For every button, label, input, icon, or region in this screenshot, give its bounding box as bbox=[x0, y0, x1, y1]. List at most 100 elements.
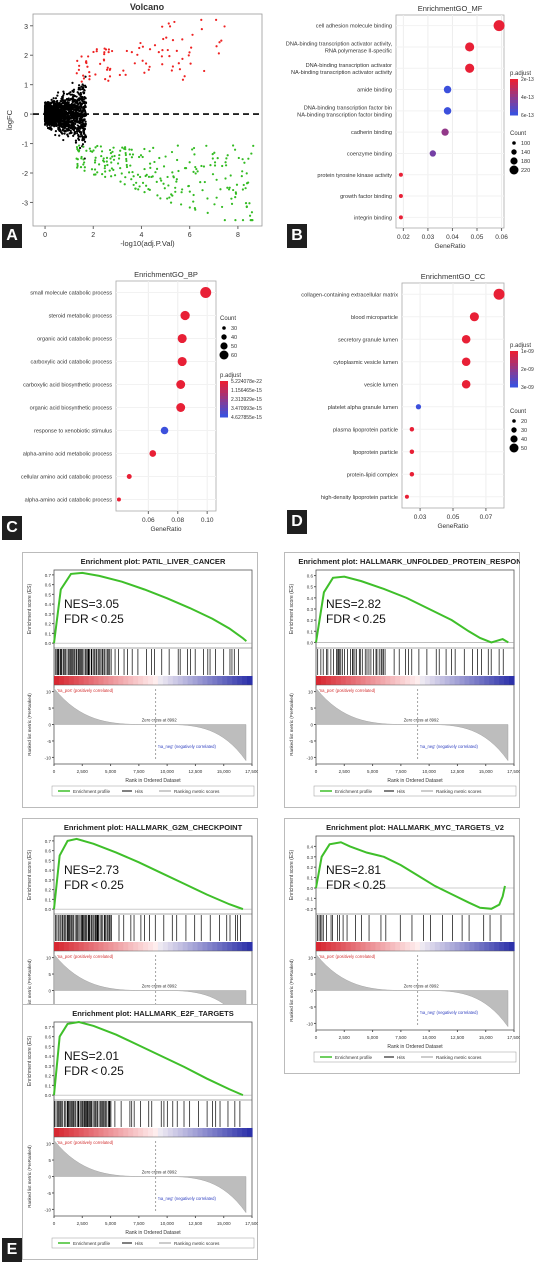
point-not-significant bbox=[48, 105, 51, 108]
rank-color-segment bbox=[153, 1128, 159, 1137]
rank-color-segment bbox=[98, 942, 105, 951]
go-bp-chart: EnrichmentGO_BP 0.06 0.08 0.10 GeneRatio smal… bbox=[21, 270, 262, 533]
point-down bbox=[244, 202, 248, 205]
point-not-significant bbox=[69, 126, 73, 129]
x-axis-label: Rank in Ordered Dataset bbox=[387, 778, 443, 784]
rank-color-segment bbox=[128, 942, 134, 951]
point-up bbox=[76, 59, 79, 62]
y-tick-label: 3 bbox=[24, 24, 28, 31]
negative-label: 'na_neg' (negatively correlated) bbox=[420, 744, 479, 749]
point-not-significant bbox=[81, 127, 84, 130]
x-tick-label: 7,500 bbox=[133, 769, 145, 774]
es-tick-label: 0.1 bbox=[307, 876, 314, 881]
enrichment-profile-line bbox=[53, 1020, 244, 1097]
point-up bbox=[167, 22, 170, 25]
point-down bbox=[237, 156, 240, 160]
rank-color-segment bbox=[247, 1128, 253, 1137]
point-not-significant bbox=[77, 108, 80, 112]
metric-tick-label: 5 bbox=[48, 1158, 51, 1163]
rank-color-segment bbox=[73, 676, 80, 685]
point-down bbox=[137, 155, 141, 159]
rank-color-segment bbox=[118, 676, 124, 685]
x-tick-label: 10,000 bbox=[160, 769, 174, 774]
go-cc-chart: EnrichmentGO_CC 0.03 0.05 0.07 GeneRatio coll… bbox=[301, 272, 534, 530]
point-up bbox=[187, 54, 190, 57]
point-not-significant bbox=[62, 116, 65, 119]
rank-color-segment bbox=[335, 942, 342, 951]
color-legend-bar bbox=[510, 354, 518, 358]
point-down bbox=[83, 166, 86, 169]
rank-color-segment bbox=[93, 676, 100, 685]
rank-color-segment bbox=[474, 676, 480, 685]
positive-label: 'na_pos' (positively correlated) bbox=[319, 954, 376, 959]
rank-color-segment bbox=[63, 942, 70, 951]
point-not-significant bbox=[71, 104, 74, 107]
x-tick-label: 6 bbox=[188, 232, 192, 239]
rank-color-segment bbox=[212, 1128, 218, 1137]
rank-color-segment bbox=[153, 676, 159, 685]
point-up bbox=[88, 75, 91, 78]
size-legend-dot bbox=[509, 443, 519, 453]
point-down bbox=[192, 193, 195, 197]
point-down bbox=[99, 145, 102, 148]
point-not-significant bbox=[69, 91, 72, 94]
rank-color-segment bbox=[58, 1128, 65, 1137]
es-tick-label: 0.5 bbox=[45, 592, 52, 597]
point-down bbox=[159, 197, 162, 200]
point-down bbox=[121, 146, 124, 149]
point-down bbox=[103, 167, 106, 170]
term-label: lipoprotein particle bbox=[353, 450, 398, 456]
color-legend-bar bbox=[510, 103, 518, 107]
point-not-significant bbox=[69, 129, 72, 133]
point-down bbox=[110, 161, 113, 164]
rank-color-segment bbox=[197, 1128, 204, 1137]
rank-color-segment bbox=[509, 942, 515, 951]
color-legend-label: 1.156465e-15 bbox=[231, 388, 262, 394]
point-down bbox=[82, 145, 85, 148]
rank-color-segment bbox=[232, 942, 238, 951]
es-tick-label: 0.1 bbox=[307, 629, 314, 634]
point-down bbox=[131, 153, 135, 156]
size-legend-dot bbox=[510, 157, 518, 165]
rank-color-segment bbox=[167, 676, 174, 685]
rank-color-segment bbox=[68, 942, 75, 951]
point-down bbox=[111, 155, 114, 158]
point-down bbox=[234, 196, 237, 199]
point-down bbox=[170, 193, 173, 196]
rank-color-segment bbox=[162, 676, 169, 685]
rank-color-segment bbox=[177, 942, 184, 951]
point-down bbox=[113, 154, 116, 158]
point-down bbox=[110, 175, 113, 178]
point-down bbox=[206, 211, 209, 214]
color-legend-label: 3.470993e-15 bbox=[231, 406, 262, 412]
point-down bbox=[241, 170, 244, 173]
plot-frame bbox=[115, 280, 217, 512]
point-up bbox=[170, 69, 173, 72]
point-up bbox=[177, 62, 180, 65]
point-down bbox=[153, 160, 156, 164]
point-not-significant bbox=[83, 96, 86, 99]
rank-color-segment bbox=[429, 942, 436, 951]
rank-color-segment bbox=[68, 1128, 75, 1137]
term-dot bbox=[398, 194, 403, 199]
term-label: cytoplasmic vesicle lumen bbox=[333, 360, 398, 366]
term-label: growth factor binding bbox=[340, 194, 392, 200]
rank-color-segment bbox=[108, 676, 114, 685]
rank-color-segment bbox=[316, 942, 322, 951]
point-not-significant bbox=[55, 120, 58, 123]
color-legend-label: 6e-13 bbox=[521, 113, 534, 119]
x-tick-label: 7,500 bbox=[395, 1035, 407, 1040]
rank-color-segment bbox=[489, 676, 495, 685]
es-tick-label: 0.0 bbox=[45, 907, 52, 912]
point-down bbox=[183, 167, 187, 170]
point-not-significant bbox=[63, 130, 66, 133]
size-legend-dot bbox=[222, 326, 226, 330]
rank-color-segment bbox=[360, 942, 367, 951]
point-down bbox=[166, 197, 169, 200]
x-tick-label: 8 bbox=[236, 232, 240, 239]
point-not-significant bbox=[63, 119, 66, 122]
point-down bbox=[174, 186, 177, 189]
rank-color-segment bbox=[187, 1128, 194, 1137]
point-down bbox=[124, 153, 127, 157]
point-not-significant bbox=[77, 133, 80, 137]
